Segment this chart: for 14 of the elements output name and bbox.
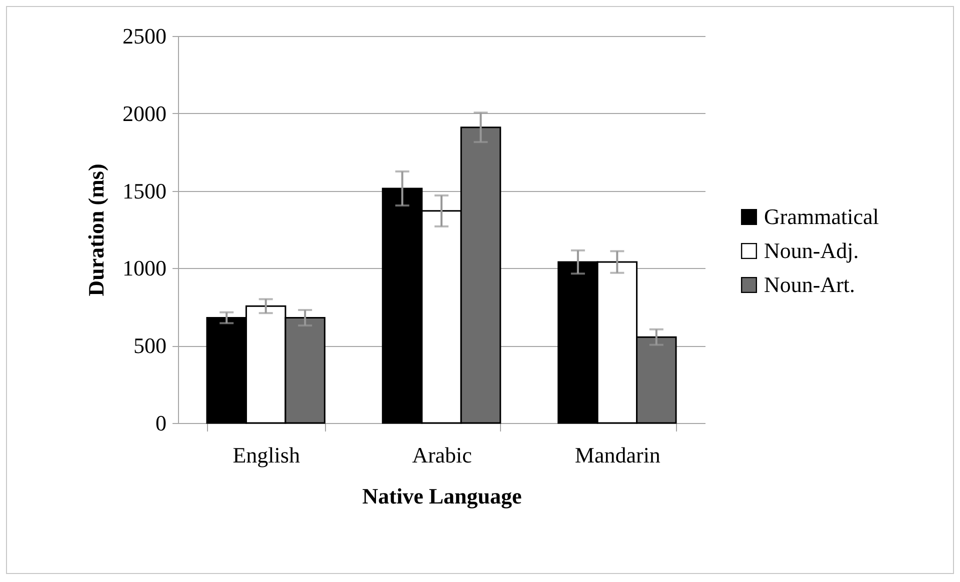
x-tick-label: Arabic bbox=[412, 442, 472, 468]
x-axis-title: Native Language bbox=[362, 484, 522, 508]
y-tick-label: 500 bbox=[134, 333, 166, 358]
legend-label: Noun-Adj. bbox=[764, 238, 859, 263]
y-tick-label: 2500 bbox=[122, 24, 166, 48]
legend-label: Noun-Art. bbox=[764, 272, 856, 297]
x-tick-label: English bbox=[232, 442, 300, 468]
legend-label: Grammatical bbox=[764, 204, 879, 229]
x-tick-label: Mandarin bbox=[574, 442, 660, 468]
y-tick-label: 2000 bbox=[122, 100, 166, 126]
y-tick-label: 0 bbox=[156, 410, 166, 436]
y-axis-title: Duration (ms) bbox=[84, 164, 108, 296]
y-tick-label: 1500 bbox=[122, 178, 166, 204]
y-tick-label: 1000 bbox=[122, 256, 166, 281]
